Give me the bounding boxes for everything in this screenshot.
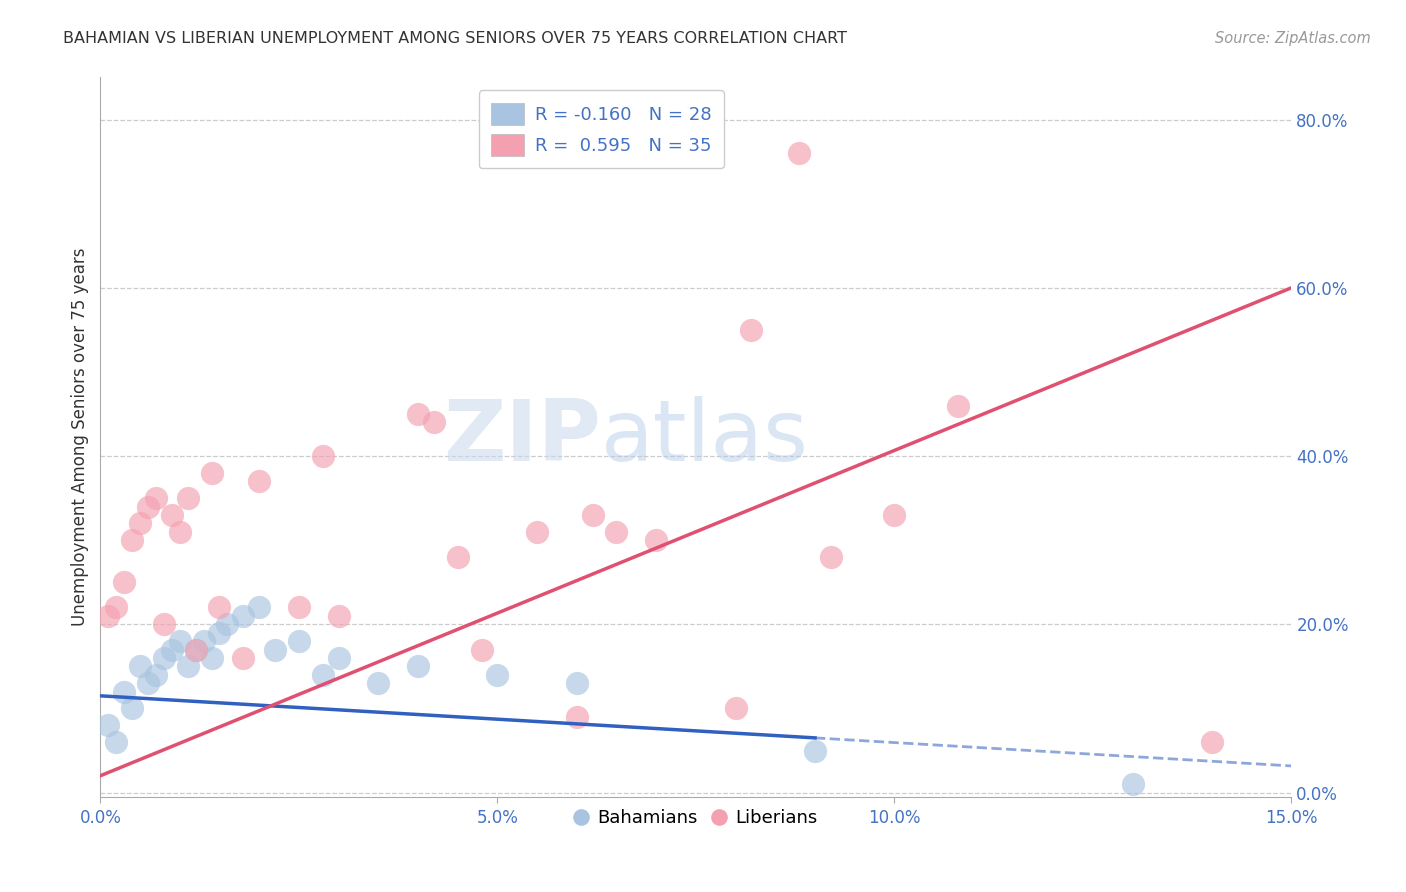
Point: [312, 667, 335, 681]
Point: [565, 676, 588, 690]
Point: [136, 676, 159, 690]
Point: [232, 608, 254, 623]
Point: [232, 651, 254, 665]
Point: [169, 524, 191, 539]
Point: [153, 617, 176, 632]
Point: [176, 491, 198, 505]
Point: [208, 600, 231, 615]
Point: [247, 600, 270, 615]
Point: [820, 549, 842, 564]
Point: [883, 508, 905, 522]
Point: [160, 508, 183, 522]
Point: [184, 642, 207, 657]
Point: [217, 617, 239, 632]
Point: [328, 608, 350, 623]
Point: [208, 625, 231, 640]
Point: [288, 634, 311, 648]
Text: ZIP: ZIP: [443, 396, 600, 479]
Point: [470, 642, 492, 657]
Point: [565, 710, 588, 724]
Point: [105, 735, 128, 749]
Point: [169, 634, 191, 648]
Point: [129, 659, 152, 673]
Point: [112, 684, 135, 698]
Point: [160, 642, 183, 657]
Point: [1122, 777, 1144, 791]
Point: [247, 475, 270, 489]
Point: [97, 718, 120, 732]
Point: [406, 659, 429, 673]
Point: [97, 608, 120, 623]
Point: [423, 416, 446, 430]
Point: [136, 500, 159, 514]
Point: [367, 676, 389, 690]
Point: [264, 642, 287, 657]
Point: [645, 533, 668, 548]
Point: [112, 575, 135, 590]
Point: [740, 323, 762, 337]
Point: [447, 549, 470, 564]
Point: [605, 524, 627, 539]
Point: [486, 667, 509, 681]
Y-axis label: Unemployment Among Seniors over 75 years: Unemployment Among Seniors over 75 years: [72, 248, 89, 626]
Point: [582, 508, 605, 522]
Point: [200, 466, 222, 480]
Point: [288, 600, 311, 615]
Point: [105, 600, 128, 615]
Point: [804, 743, 827, 757]
Text: Source: ZipAtlas.com: Source: ZipAtlas.com: [1215, 31, 1371, 46]
Point: [121, 533, 143, 548]
Point: [153, 651, 176, 665]
Point: [193, 634, 215, 648]
Point: [176, 659, 198, 673]
Text: BAHAMIAN VS LIBERIAN UNEMPLOYMENT AMONG SENIORS OVER 75 YEARS CORRELATION CHART: BAHAMIAN VS LIBERIAN UNEMPLOYMENT AMONG …: [63, 31, 848, 46]
Point: [946, 399, 969, 413]
Point: [145, 491, 167, 505]
Point: [724, 701, 747, 715]
Point: [406, 407, 429, 421]
Point: [787, 146, 810, 161]
Point: [184, 642, 207, 657]
Point: [328, 651, 350, 665]
Legend: Bahamians, Liberians: Bahamians, Liberians: [567, 802, 825, 835]
Point: [1201, 735, 1223, 749]
Point: [145, 667, 167, 681]
Point: [121, 701, 143, 715]
Point: [526, 524, 548, 539]
Text: atlas: atlas: [600, 396, 808, 479]
Point: [312, 449, 335, 463]
Point: [129, 516, 152, 531]
Point: [200, 651, 222, 665]
